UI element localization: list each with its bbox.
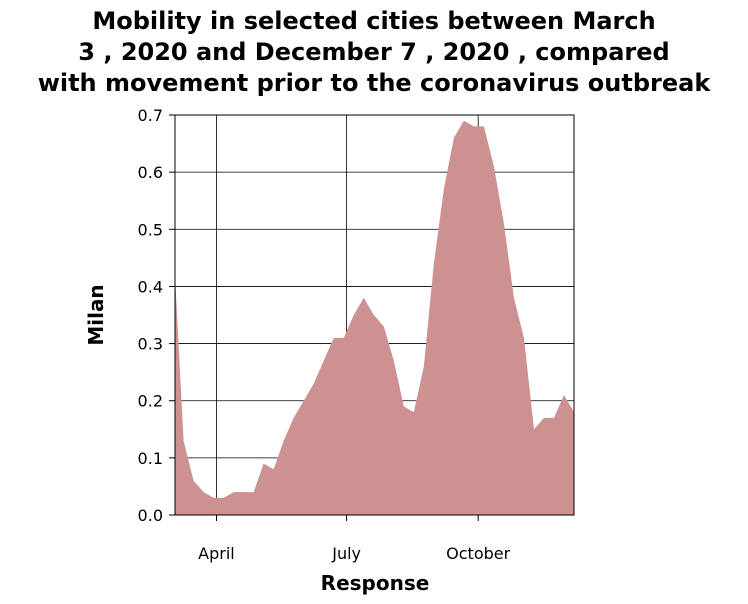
chart-title: Mobility in selected cities between Marc… [0, 6, 748, 99]
milan-area-series [175, 120, 574, 516]
x-tick-label: July [331, 544, 361, 563]
chart-title-line-1: Mobility in selected cities between Marc… [92, 7, 656, 35]
y-tick-label: 0.5 [138, 220, 163, 239]
y-tick-label: 0.1 [138, 449, 163, 468]
y-tick-label: 0.6 [138, 163, 163, 182]
x-tick-label: April [198, 544, 235, 563]
x-axis-ticks: April July October [198, 515, 511, 563]
x-tick-label: October [446, 544, 510, 563]
chart-title-line-3: with movement prior to the coronavirus o… [37, 69, 711, 97]
x-axis-label: Response [321, 571, 430, 595]
y-axis-ticks: 0.0 0.1 0.2 0.3 0.4 0.5 0.6 0.7 [138, 106, 175, 525]
y-tick-label: 0.7 [138, 106, 163, 125]
y-axis-label: Milan [84, 284, 108, 345]
y-tick-label: 0.2 [138, 392, 163, 411]
y-tick-label: 0.4 [138, 277, 163, 296]
plot-frame [174, 114, 575, 516]
y-tick-label: 0.0 [138, 506, 163, 525]
chart-title-line-2: 3 , 2020 and December 7 , 2020 , compare… [78, 38, 670, 66]
y-tick-label: 0.3 [138, 335, 163, 354]
